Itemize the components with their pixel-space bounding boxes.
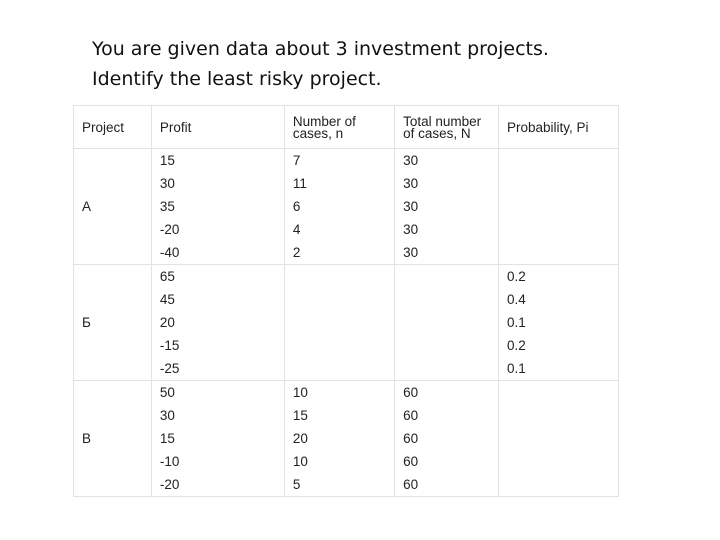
profit-value: -15 bbox=[159, 338, 180, 353]
task-line-1: You are given data about 3 investment pr… bbox=[92, 38, 549, 60]
probability-value bbox=[507, 473, 618, 496]
total-value: 60 bbox=[403, 454, 419, 469]
total-value: 30 bbox=[403, 245, 419, 260]
project-name: A bbox=[73, 148, 152, 265]
task-statement: You are given data about 3 investment pr… bbox=[92, 34, 652, 94]
probability-value bbox=[507, 381, 618, 404]
probability-value bbox=[507, 450, 618, 473]
n-value bbox=[293, 357, 394, 380]
n-value: 11 bbox=[292, 176, 307, 191]
table-row: Б 65 45 20 -15 -25 0.2 0.4 0.1 0.2 bbox=[73, 264, 620, 381]
n-value bbox=[293, 288, 394, 311]
n-cell: 7 11 6 4 2 bbox=[283, 148, 396, 265]
table-row: В 50 30 15 -10 -20 10 15 20 10 5 60 60 6… bbox=[73, 380, 620, 497]
profit-value: -20 bbox=[159, 222, 180, 237]
header-n-line1: Number of bbox=[292, 114, 356, 129]
n-value: 5 bbox=[292, 477, 301, 492]
header-profit: Profit bbox=[150, 105, 285, 149]
header-row: Project Profit Number of cases, n Total … bbox=[73, 105, 620, 149]
header-N-line2: of cases, N bbox=[403, 126, 471, 141]
probability-cell: 0.2 0.4 0.1 0.2 0.1 bbox=[497, 264, 620, 381]
total-value bbox=[403, 357, 498, 380]
total-value: 30 bbox=[403, 199, 419, 214]
n-value: 15 bbox=[292, 408, 308, 423]
project-name: Б bbox=[73, 264, 152, 381]
n-cell bbox=[283, 264, 396, 381]
profit-value: 50 bbox=[159, 385, 175, 400]
total-cell: 60 60 60 60 60 bbox=[394, 380, 499, 497]
n-value bbox=[293, 265, 394, 288]
header-total-cases: Total number of cases, N bbox=[394, 105, 499, 149]
total-cell: 30 30 30 30 30 bbox=[394, 148, 499, 265]
total-value: 60 bbox=[403, 385, 419, 400]
probability-value bbox=[507, 241, 618, 264]
probability-value bbox=[507, 427, 618, 450]
profit-value: -10 bbox=[159, 454, 180, 469]
profit-cell: 15 30 35 -20 -40 bbox=[150, 148, 285, 265]
n-value: 10 bbox=[292, 454, 308, 469]
probability-value bbox=[507, 149, 618, 172]
profit-value: 30 bbox=[159, 408, 175, 423]
total-value: 30 bbox=[403, 153, 419, 168]
n-value: 4 bbox=[292, 222, 301, 237]
n-value: 7 bbox=[292, 153, 301, 168]
probability-value: 0.4 bbox=[506, 292, 526, 307]
probability-cell bbox=[497, 380, 620, 497]
n-value bbox=[293, 311, 394, 334]
probability-value bbox=[507, 172, 618, 195]
probability-value: 0.1 bbox=[506, 315, 526, 330]
profit-value: 35 bbox=[159, 199, 175, 214]
probability-cell bbox=[497, 148, 620, 265]
probability-value: 0.2 bbox=[506, 338, 526, 353]
projects-table: Project Profit Number of cases, n Total … bbox=[73, 105, 620, 497]
header-probability: Probability, Pi bbox=[497, 105, 620, 149]
probability-value bbox=[507, 218, 618, 241]
n-value: 6 bbox=[292, 199, 301, 214]
total-value: 60 bbox=[403, 477, 419, 492]
total-value bbox=[403, 265, 498, 288]
header-number-of-cases: Number of cases, n bbox=[283, 105, 396, 149]
total-value: 30 bbox=[403, 176, 419, 191]
n-value: 2 bbox=[292, 245, 301, 260]
profit-value: 45 bbox=[159, 292, 175, 307]
total-value bbox=[403, 288, 498, 311]
header-project: Project bbox=[73, 105, 152, 149]
profit-value: 15 bbox=[159, 431, 175, 446]
table-row: A 15 30 35 -20 -40 7 11 6 4 2 30 30 30 3… bbox=[73, 148, 620, 265]
probability-value: 0.1 bbox=[506, 361, 526, 376]
probability-value: 0.2 bbox=[506, 269, 526, 284]
total-cell bbox=[394, 264, 499, 381]
header-n-line2: cases, n bbox=[292, 126, 344, 141]
profit-value: 20 bbox=[159, 315, 175, 330]
n-value: 10 bbox=[292, 385, 308, 400]
total-value bbox=[403, 334, 498, 357]
project-name: В bbox=[73, 380, 152, 497]
profit-value: -20 bbox=[159, 477, 180, 492]
profit-value: -40 bbox=[159, 245, 180, 260]
profit-value: 30 bbox=[159, 176, 175, 191]
total-value: 60 bbox=[403, 408, 419, 423]
total-value bbox=[403, 311, 498, 334]
n-cell: 10 15 20 10 5 bbox=[283, 380, 396, 497]
n-value bbox=[293, 334, 394, 357]
n-value: 20 bbox=[292, 431, 308, 446]
total-value: 30 bbox=[403, 222, 419, 237]
profit-value: -25 bbox=[159, 361, 180, 376]
header-N-line1: Total number bbox=[403, 114, 482, 129]
task-line-2: Identify the least risky project. bbox=[92, 68, 382, 90]
profit-value: 15 bbox=[159, 153, 175, 168]
profit-cell: 65 45 20 -15 -25 bbox=[150, 264, 285, 381]
profit-value: 65 bbox=[159, 269, 175, 284]
probability-value bbox=[507, 404, 618, 427]
total-value: 60 bbox=[403, 431, 419, 446]
probability-value bbox=[507, 195, 618, 218]
profit-cell: 50 30 15 -10 -20 bbox=[150, 380, 285, 497]
